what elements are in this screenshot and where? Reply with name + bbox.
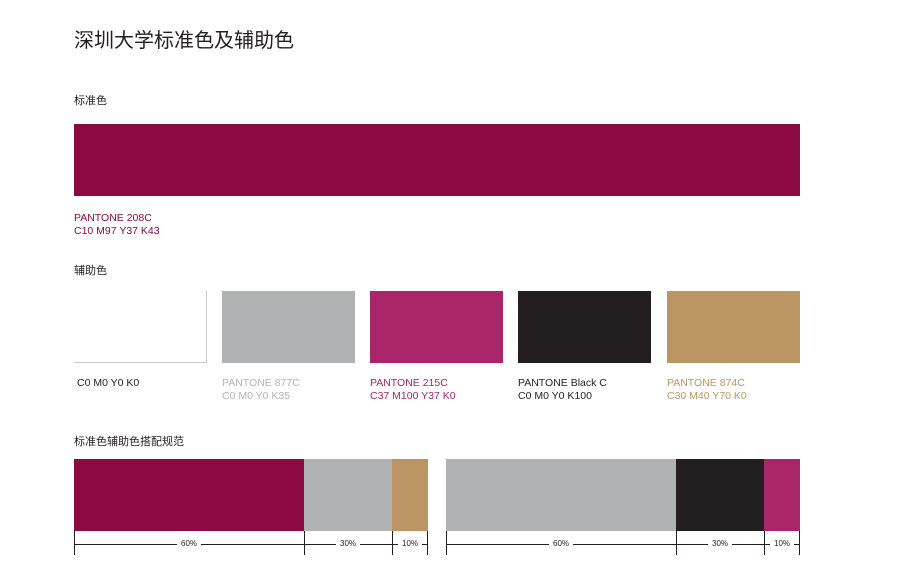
auxiliary-swatch	[222, 291, 355, 363]
auxiliary-cmyk: C0 M0 Y0 K35	[222, 390, 291, 402]
auxiliary-pantone: PANTONE 877C	[222, 377, 300, 389]
combination-segment	[74, 459, 304, 531]
auxiliary-cmyk: C0 M0 Y0 K100	[518, 390, 592, 402]
auxiliary-swatch-info: PANTONE 877C C0 M0 Y0 K35	[222, 377, 300, 403]
auxiliary-swatch-info: C0 M0 Y0 K0	[77, 377, 139, 390]
ruler-tick	[427, 531, 428, 555]
section-auxiliary-label: 辅助色	[74, 264, 107, 277]
auxiliary-swatch	[74, 291, 207, 363]
standard-color-swatch	[74, 124, 800, 196]
auxiliary-swatch-info: PANTONE Black C C0 M0 Y0 K100	[518, 377, 607, 403]
section-combination-label: 标准色辅助色搭配规范	[74, 435, 184, 448]
auxiliary-swatch	[518, 291, 651, 363]
ruler-tick	[764, 531, 765, 555]
combination-segment	[764, 459, 800, 531]
percent-label: 60%	[176, 539, 202, 548]
standard-cmyk: C10 M97 Y37 K43	[74, 225, 160, 237]
standard-color-info: PANTONE 208C C10 M97 Y37 K43	[74, 212, 160, 238]
ruler-tick	[446, 531, 447, 555]
auxiliary-cmyk: C0 M0 Y0 K0	[77, 377, 140, 389]
auxiliary-pantone: PANTONE 215C	[370, 377, 448, 389]
combination-segment	[676, 459, 764, 531]
standard-pantone: PANTONE 208C	[74, 212, 152, 224]
auxiliary-swatch-info: PANTONE 215C C37 M100 Y37 K0	[370, 377, 456, 403]
auxiliary-cmyk: C30 M40 Y70 K0	[667, 390, 747, 402]
ruler-tick	[799, 531, 800, 555]
combination-segment	[446, 459, 676, 531]
ruler-tick	[304, 531, 305, 555]
page-title: 深圳大学标准色及辅助色	[74, 28, 294, 52]
auxiliary-pantone: PANTONE 874C	[667, 377, 745, 389]
percent-label: 10%	[397, 539, 423, 548]
section-standard-label: 标准色	[74, 94, 107, 107]
combination-segment	[392, 459, 428, 531]
ruler-tick	[676, 531, 677, 555]
ruler-tick	[74, 531, 75, 555]
percent-label: 30%	[335, 539, 361, 548]
percent-label: 10%	[769, 539, 795, 548]
auxiliary-cmyk: C37 M100 Y37 K0	[370, 390, 456, 402]
auxiliary-swatch	[667, 291, 800, 363]
auxiliary-pantone: PANTONE Black C	[518, 377, 607, 389]
combination-segment	[304, 459, 392, 531]
ruler-tick	[392, 531, 393, 555]
auxiliary-swatch	[370, 291, 503, 363]
auxiliary-swatch-info: PANTONE 874C C30 M40 Y70 K0	[667, 377, 747, 403]
percent-label: 60%	[548, 539, 574, 548]
percent-label: 30%	[707, 539, 733, 548]
